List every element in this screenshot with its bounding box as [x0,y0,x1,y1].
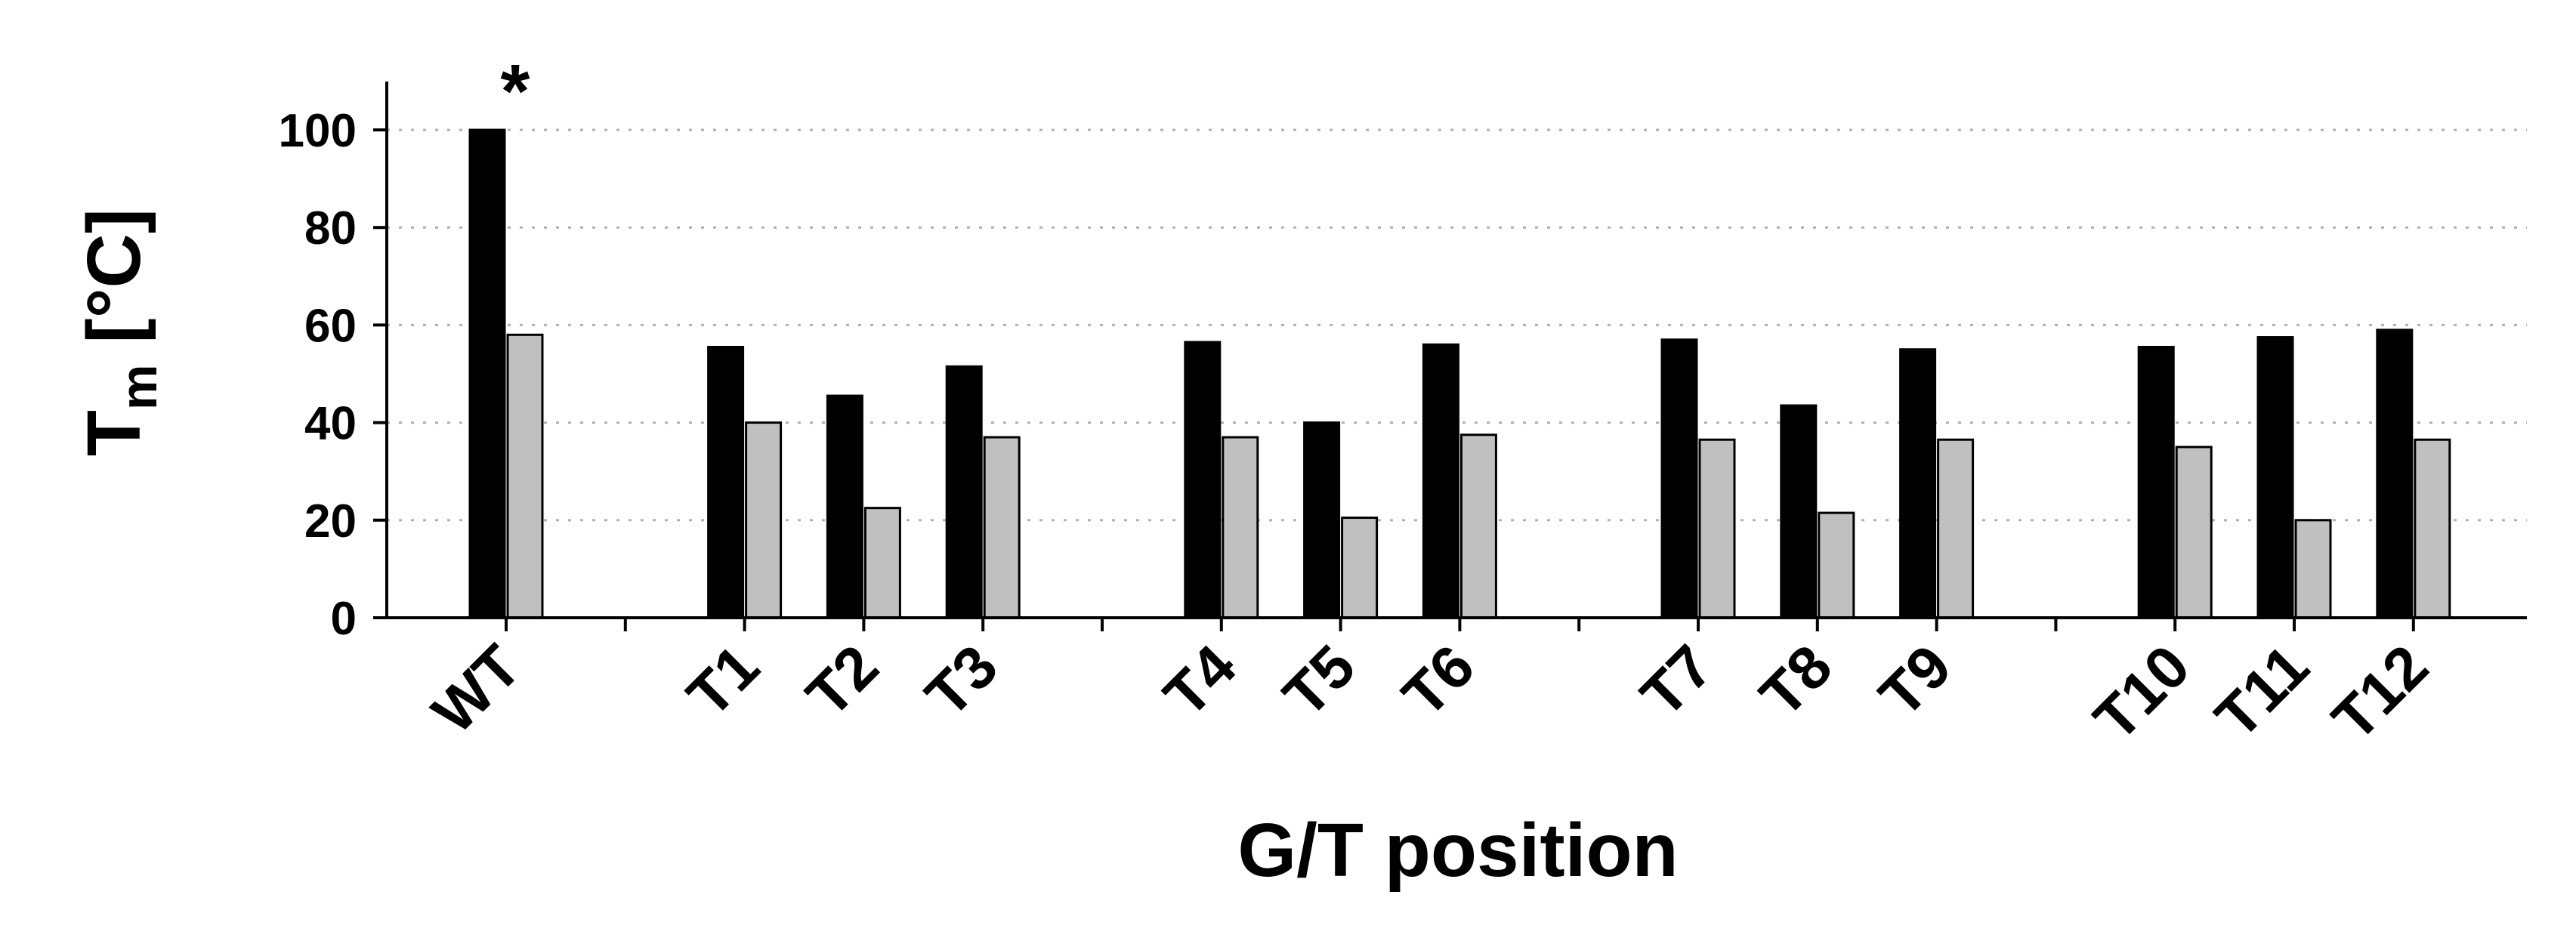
bar-series-1 [1899,348,1937,619]
bar-series-2 [863,507,901,619]
x-tick-label: T3 [913,632,1010,730]
y-tick-label: 100 [279,105,357,157]
x-tick-label: T4 [1151,632,1249,730]
bar-series-1 [1184,341,1222,619]
bar-series-1 [707,345,745,619]
bar-series-2 [745,421,783,619]
x-tick-label: T2 [793,632,891,730]
x-tick-label: T8 [1747,632,1845,730]
y-axis-title-unit: [°C] [72,208,156,365]
bars [468,128,2451,619]
bar-series-1 [1660,338,1698,619]
bar-series-1 [2256,336,2294,619]
y-axis-title: Tm [°C] [72,208,168,456]
bar-series-1 [2376,329,2414,619]
x-tick-label: T10 [2081,632,2202,753]
axes [373,82,2527,631]
bar-series-2 [2175,446,2213,619]
x-tick-label: T1 [675,632,772,730]
y-axis-title-main: T [72,410,156,456]
bar-series-2 [2414,438,2451,619]
y-tick-label: 80 [304,202,357,255]
x-tick-label: T12 [2319,632,2440,753]
x-tick-label: T7 [1628,632,1725,730]
significance-annotation: * [501,49,530,134]
y-tick-labels: 0 20 40 60 80 100 [279,105,357,645]
x-axis-title: G/T position [1237,808,1678,893]
y-tick-label: 40 [304,398,357,450]
x-tick-label: T11 [2203,632,2321,751]
bar-series-2 [1341,517,1379,619]
y-tick-label: 60 [304,300,357,352]
x-tick-label: T5 [1271,632,1368,730]
x-tick-label: WT [419,632,533,746]
bar-series-2 [2294,519,2332,619]
bar-series-2 [1222,436,1259,619]
bar-series-1 [468,128,506,619]
bar-series-2 [983,436,1021,619]
x-tick-label: T9 [1867,632,1964,730]
bar-series-1 [945,365,983,619]
bar-series-2 [1937,438,1975,619]
y-tick-label: 20 [304,495,357,548]
bar-series-2 [1698,438,1736,619]
y-tick-label: 0 [331,593,357,645]
bar-series-2 [1459,433,1497,619]
bar-series-2 [1818,511,1855,619]
bar-series-1 [826,394,863,619]
bar-series-2 [506,333,544,619]
x-tick-label: T6 [1389,632,1487,730]
y-axis-title-subscript: m [110,365,168,410]
bar-series-1 [1303,421,1341,619]
bar-series-1 [1780,404,1818,619]
bar-series-1 [2137,345,2175,619]
bar-series-1 [1422,343,1459,619]
